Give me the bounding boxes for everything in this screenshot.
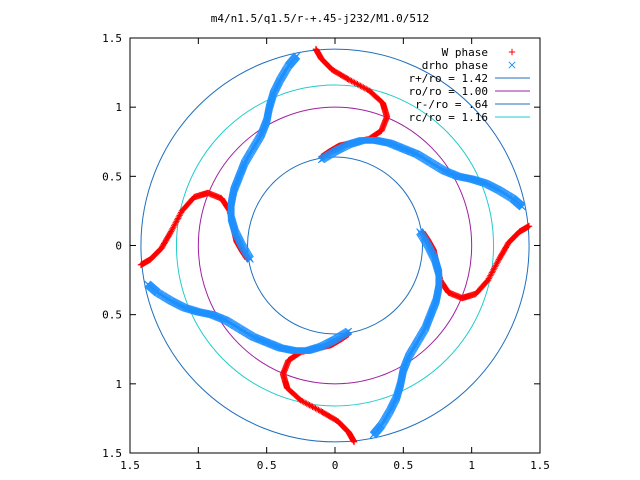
axis-ticks: 1.5 1 0.5 0 0.5 1 1.51.510.500.511.5 bbox=[102, 32, 550, 472]
w-phase-point bbox=[495, 257, 502, 265]
w-phase-point bbox=[307, 402, 315, 410]
w-phase-point bbox=[169, 225, 176, 232]
legend-label: W phase bbox=[442, 46, 488, 59]
w-phase-point bbox=[309, 403, 316, 410]
w-phase-point bbox=[492, 262, 500, 269]
w-phase-point bbox=[361, 84, 368, 92]
w-phase-point bbox=[312, 405, 319, 412]
w-phase-point bbox=[168, 226, 175, 234]
w-phase-point bbox=[491, 265, 498, 272]
y-tick-label: 1 bbox=[115, 378, 122, 391]
drho-phase-point bbox=[518, 203, 526, 211]
w-phase-point bbox=[487, 270, 495, 278]
x-tick-label: 0.5 bbox=[257, 459, 277, 472]
w-phase-point bbox=[170, 222, 178, 229]
y-tick-label: 1.5 bbox=[102, 447, 122, 460]
y-tick-label: 1.5 bbox=[102, 32, 122, 45]
x-tick-label: 0.5 bbox=[393, 459, 413, 472]
w-phase-point bbox=[495, 256, 503, 263]
w-phase-point bbox=[173, 218, 180, 225]
w-phase-point bbox=[346, 77, 354, 84]
w-phase-point bbox=[352, 80, 360, 87]
w-phase-point bbox=[489, 267, 496, 275]
w-phase-point bbox=[174, 216, 181, 224]
y-tick-label: 0.5 bbox=[102, 309, 122, 322]
radius-circle bbox=[247, 156, 423, 335]
w-phase-point bbox=[349, 78, 357, 86]
w-phase-point bbox=[490, 266, 497, 273]
w-phase-point bbox=[300, 398, 307, 406]
w-phase-point bbox=[170, 224, 177, 231]
w-phase-point bbox=[304, 401, 312, 408]
w-phase-point bbox=[493, 260, 500, 267]
w-phase-point bbox=[494, 259, 501, 266]
w-phase-point bbox=[176, 212, 183, 219]
w-phase-point bbox=[496, 254, 503, 262]
w-phase-point bbox=[487, 272, 494, 279]
legend-label: drho phase bbox=[422, 59, 488, 72]
legend-label: r-/ro = .64 bbox=[415, 98, 488, 111]
data-series bbox=[137, 45, 533, 446]
chart-title: m4/n1.5/q1.5/r-+.45-j232/M1.0/512 bbox=[211, 12, 430, 25]
drho-phase-point bbox=[144, 280, 152, 288]
w-phase-point bbox=[345, 76, 352, 83]
radius-circle bbox=[197, 106, 473, 385]
legend-marker-swatch bbox=[508, 48, 516, 56]
w-phase-point bbox=[348, 77, 355, 85]
w-phase-point bbox=[488, 269, 496, 276]
w-phase-point bbox=[177, 210, 184, 218]
w-phase-point bbox=[360, 84, 367, 91]
w-phase-point bbox=[302, 399, 309, 407]
drho-phase-point bbox=[293, 52, 301, 60]
radius-circle bbox=[140, 48, 530, 443]
w-phase-point bbox=[355, 81, 363, 89]
series-cross bbox=[144, 52, 526, 439]
w-phase-point bbox=[318, 408, 325, 415]
w-phase-point bbox=[486, 273, 493, 281]
w-phase-point bbox=[357, 82, 364, 90]
x-tick-label: 0 bbox=[332, 459, 339, 472]
x-tick-label: 1 bbox=[468, 459, 475, 472]
w-phase-point bbox=[167, 229, 174, 237]
y-tick-label: 0.5 bbox=[102, 170, 122, 183]
radius-circle bbox=[175, 84, 495, 407]
legend-label: r+/ro = 1.42 bbox=[409, 72, 488, 85]
w-phase-point bbox=[172, 219, 179, 226]
w-phase-point bbox=[491, 263, 499, 270]
x-tick-label: 1.5 bbox=[530, 459, 550, 472]
w-phase-point bbox=[315, 406, 322, 414]
legend-label: ro/ro = 1.00 bbox=[409, 85, 488, 98]
w-phase-point bbox=[351, 79, 358, 86]
w-phase-point bbox=[174, 215, 182, 222]
w-phase-point bbox=[306, 401, 313, 409]
w-phase-point bbox=[313, 405, 321, 413]
w-phase-point bbox=[167, 228, 175, 235]
w-phase-point bbox=[344, 75, 351, 83]
legend-marker-swatch bbox=[508, 61, 516, 69]
legend-label: rc/ro = 1.16 bbox=[409, 111, 488, 124]
y-tick-label: 1 bbox=[115, 101, 122, 114]
w-phase-point bbox=[358, 83, 366, 90]
x-tick-label: 1 bbox=[195, 459, 202, 472]
w-phase-point bbox=[171, 221, 179, 228]
drho-phase-point bbox=[369, 431, 377, 439]
w-phase-point bbox=[316, 407, 324, 414]
w-phase-point bbox=[175, 213, 183, 221]
x-tick-label: 1.5 bbox=[120, 459, 140, 472]
w-phase-point bbox=[310, 404, 318, 411]
w-phase-point bbox=[363, 85, 370, 93]
radius-circles bbox=[140, 48, 530, 443]
w-phase-point bbox=[303, 400, 310, 407]
y-tick-label: 0 bbox=[115, 240, 122, 253]
w-phase-point bbox=[319, 408, 326, 416]
w-phase-point bbox=[354, 81, 361, 88]
